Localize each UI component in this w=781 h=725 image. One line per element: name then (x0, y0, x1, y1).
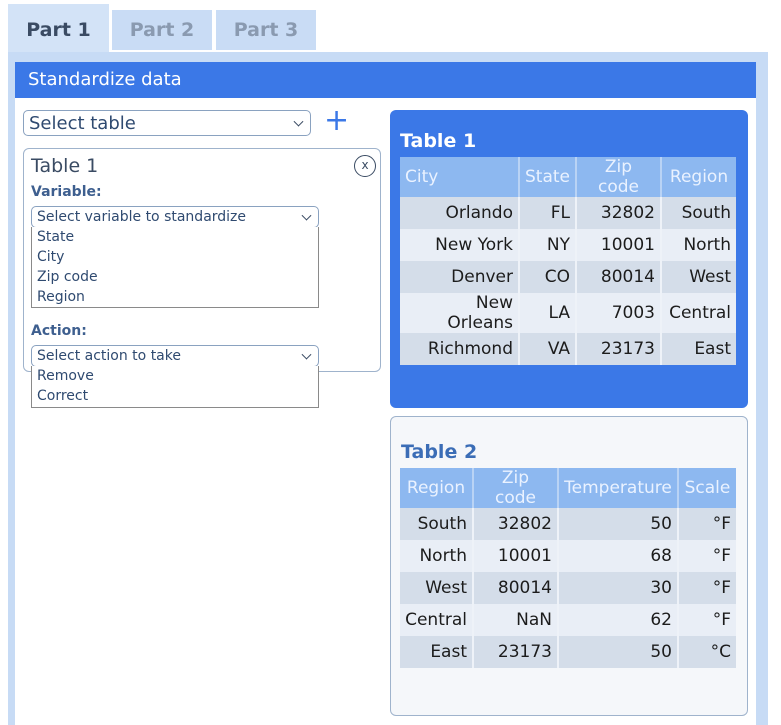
table-cell: 80014 (576, 261, 662, 293)
table-1-card: Table 1 City State Zip code Region Orlando FL… (390, 110, 748, 408)
table-cell: North (661, 229, 736, 261)
action-select-value: Select action to take (37, 348, 181, 364)
column-header[interactable]: Zip code (473, 468, 559, 508)
table-cell: CO (519, 261, 577, 293)
table-cell: Central (400, 604, 474, 636)
action-options-list: Remove Correct (31, 366, 319, 408)
table-row: Orlando FL 32802 South (400, 197, 736, 229)
table-cell: 7003 (576, 293, 662, 333)
action-select[interactable]: Select action to take (31, 345, 319, 367)
column-header[interactable]: Scale (678, 468, 736, 508)
table-cell: 30 (558, 572, 679, 604)
panel-header: Standardize data (15, 62, 756, 98)
column-header[interactable]: Zip code (576, 157, 662, 197)
action-label: Action: (31, 323, 87, 339)
table-row: East 23173 50 °C (400, 636, 736, 668)
table-cell: 10001 (576, 229, 662, 261)
table-cell: °F (678, 572, 736, 604)
variable-label: Variable: (31, 184, 102, 200)
table-row: West 80014 30 °F (400, 572, 736, 604)
table-2: Region Zip code Temperature Scale South 32802… (400, 468, 736, 668)
table-cell: 80014 (473, 572, 559, 604)
table-cell: West (400, 572, 474, 604)
table-cell: 68 (558, 540, 679, 572)
table-cell: 10001 (473, 540, 559, 572)
plus-icon[interactable]: + (324, 103, 350, 138)
table-cell: 50 (558, 636, 679, 668)
table-cell: 32802 (473, 508, 559, 540)
variable-option-region[interactable]: Region (37, 289, 85, 305)
table-cell: East (400, 636, 474, 668)
table-cell: South (400, 508, 474, 540)
table-row: Denver CO 80014 West (400, 261, 736, 293)
table-cell: NaN (473, 604, 559, 636)
action-option-correct[interactable]: Correct (37, 388, 89, 404)
column-header[interactable]: State (519, 157, 577, 197)
table-row: Richmond VA 23173 East (400, 333, 736, 365)
chevron-down-icon (301, 210, 312, 221)
variable-option-city[interactable]: City (37, 249, 65, 265)
tab-part-3[interactable]: Part 3 (216, 10, 316, 50)
table-cell: °C (678, 636, 736, 668)
table-cell: FL (519, 197, 577, 229)
table-cell: 23173 (473, 636, 559, 668)
table-cell: 32802 (576, 197, 662, 229)
table-cell: 62 (558, 604, 679, 636)
variable-select[interactable]: Select variable to standardize (31, 206, 319, 228)
table-cell: 50 (558, 508, 679, 540)
card-title: Table 1 (31, 155, 99, 177)
table-2-title: Table 2 (401, 441, 478, 463)
column-header[interactable]: Region (400, 468, 474, 508)
table-header-row: City State Zip code Region (400, 157, 736, 197)
table-cell: °F (678, 508, 736, 540)
table-cell: South (661, 197, 736, 229)
table-cell: Denver (400, 261, 520, 293)
table-row: New York NY 10001 North (400, 229, 736, 261)
table-cell: New York (400, 229, 520, 261)
table-2-card: Table 2 Region Zip code Temperature Scale So… (390, 416, 748, 716)
column-header[interactable]: Temperature (558, 468, 679, 508)
action-option-remove[interactable]: Remove (37, 368, 94, 384)
tab-part-2[interactable]: Part 2 (112, 10, 212, 50)
table-cell: Central (661, 293, 736, 333)
variable-option-zip-code[interactable]: Zip code (37, 269, 98, 285)
table-cell: VA (519, 333, 577, 365)
table-cell: West (661, 261, 736, 293)
chevron-down-icon (301, 349, 312, 360)
select-table-placeholder: Select table (29, 112, 136, 134)
chevron-down-icon (293, 116, 304, 127)
table-cell: 23173 (576, 333, 662, 365)
table-1-title: Table 1 (400, 130, 477, 152)
variable-select-value: Select variable to standardize (37, 209, 247, 225)
table-cell: LA (519, 293, 577, 333)
table-cell: Orlando (400, 197, 520, 229)
table-cell: °F (678, 604, 736, 636)
table-cell: NY (519, 229, 577, 261)
variable-options-list: State City Zip code Region (31, 227, 319, 308)
table-cell: New Orleans (400, 293, 520, 333)
table-cell: °F (678, 540, 736, 572)
column-header[interactable]: City (400, 157, 520, 197)
table-header-row: Region Zip code Temperature Scale (400, 468, 736, 508)
table-cell: Richmond (400, 333, 520, 365)
table-1: City State Zip code Region Orlando FL 32802 Sou… (400, 157, 736, 365)
tab-part-1[interactable]: Part 1 (8, 4, 109, 56)
close-icon[interactable]: x (354, 155, 376, 177)
variable-option-state[interactable]: State (37, 229, 75, 245)
column-header[interactable]: Region (661, 157, 736, 197)
table-cell: North (400, 540, 474, 572)
table-cell: East (661, 333, 736, 365)
table-row: North 10001 68 °F (400, 540, 736, 572)
table-row: New Orleans LA 7003 Central (400, 293, 736, 333)
select-table-dropdown[interactable]: Select table (23, 110, 311, 136)
table-row: South 32802 50 °F (400, 508, 736, 540)
table-row: Central NaN 62 °F (400, 604, 736, 636)
